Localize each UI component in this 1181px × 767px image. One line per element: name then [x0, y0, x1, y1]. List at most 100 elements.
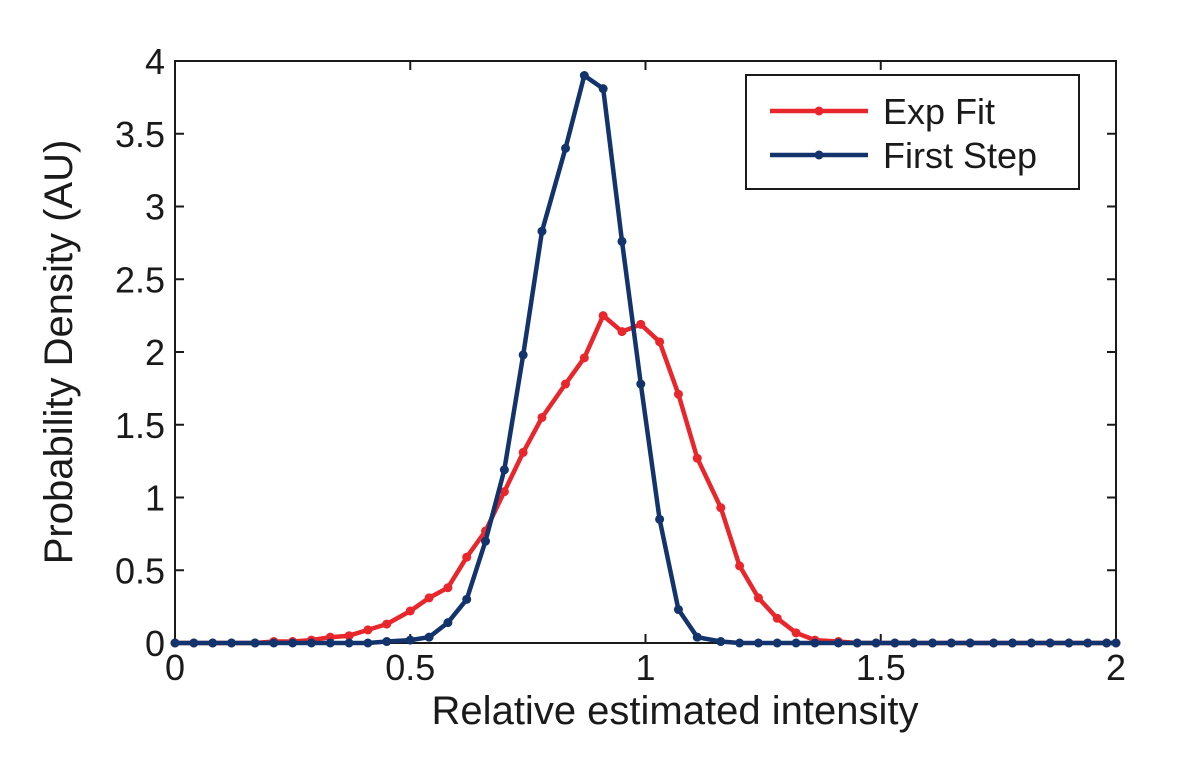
- y-tick-label: 0.5: [115, 550, 165, 591]
- data-point: [909, 638, 919, 648]
- data-point: [405, 606, 415, 616]
- data-point: [617, 236, 627, 246]
- data-point: [928, 638, 938, 648]
- x-tick-label: 1.5: [856, 647, 906, 688]
- y-tick-label: 3: [145, 187, 165, 228]
- data-point: [424, 632, 434, 642]
- y-axis-title: Probability Density (AU): [37, 140, 81, 565]
- data-point: [1083, 638, 1093, 648]
- data-point: [269, 638, 279, 648]
- x-axis-title: Relative estimated intensity: [432, 689, 919, 733]
- data-point: [673, 389, 683, 399]
- x-tick-label: 2: [1106, 647, 1126, 688]
- data-point: [561, 379, 571, 389]
- y-tick-label: 1.5: [115, 405, 165, 446]
- data-point: [579, 353, 589, 363]
- axes: 0 0.5 1 1.5 2 0 0.5 1 1.5 2 2.5 3 3.5 4: [115, 41, 1126, 688]
- data-point: [852, 638, 862, 648]
- data-point: [288, 638, 298, 648]
- data-point: [325, 638, 335, 648]
- data-point: [791, 638, 801, 648]
- data-point: [1026, 638, 1036, 648]
- data-point: [636, 319, 646, 329]
- series-layer: [170, 71, 1121, 648]
- data-point: [810, 638, 820, 648]
- data-point: [735, 561, 745, 571]
- legend-label: First Step: [883, 135, 1037, 176]
- data-point: [716, 503, 726, 513]
- data-point: [537, 412, 547, 422]
- data-point: [344, 638, 354, 648]
- x-tick-label: 0: [165, 647, 185, 688]
- data-point: [598, 84, 608, 94]
- data-point: [791, 628, 801, 638]
- data-point: [1102, 638, 1112, 648]
- data-point: [636, 379, 646, 389]
- data-point: [753, 593, 763, 603]
- data-point: [405, 635, 415, 645]
- data-point: [170, 638, 180, 648]
- data-point: [692, 453, 702, 463]
- data-point: [363, 625, 373, 635]
- data-point: [753, 638, 763, 648]
- data-point: [890, 638, 900, 648]
- data-point: [499, 487, 509, 497]
- y-tick-label: 2.5: [115, 259, 165, 300]
- data-point: [965, 638, 975, 648]
- data-point: [344, 631, 354, 641]
- data-point: [617, 327, 627, 337]
- data-point: [382, 619, 392, 629]
- series-exp-fit: [170, 311, 1121, 648]
- data-point: [462, 594, 472, 604]
- data-point: [443, 583, 453, 593]
- series-line: [175, 313, 1116, 646]
- y-tick-label: 2: [145, 332, 165, 373]
- data-point: [1007, 638, 1017, 648]
- legend-box: [745, 74, 1080, 190]
- y-tick-label: 4: [145, 41, 165, 82]
- data-point: [481, 536, 491, 546]
- data-point: [499, 465, 509, 475]
- data-point: [1111, 638, 1121, 648]
- data-point: [443, 618, 453, 628]
- data-point: [735, 638, 745, 648]
- data-point: [518, 350, 528, 360]
- y-tick-label: 3.5: [115, 114, 165, 155]
- data-point: [598, 311, 608, 321]
- data-point: [561, 143, 571, 153]
- data-point: [946, 638, 956, 648]
- series-first-step: [170, 71, 1121, 648]
- data-point: [382, 637, 392, 647]
- data-point: [692, 632, 702, 642]
- data-point: [518, 447, 528, 457]
- data-point: [655, 337, 665, 347]
- data-point: [673, 605, 683, 615]
- data-point: [537, 226, 547, 236]
- data-point: [989, 638, 999, 648]
- legend-label: Exp Fit: [883, 91, 995, 132]
- data-point: [772, 613, 782, 623]
- y-tick-label: 0: [145, 623, 165, 664]
- y-tick-label: 1: [145, 478, 165, 519]
- x-tick-label: 0.5: [385, 647, 435, 688]
- data-point: [871, 638, 881, 648]
- legend-marker: [814, 150, 824, 160]
- data-point: [226, 638, 236, 648]
- data-point: [1045, 638, 1055, 648]
- data-point: [579, 71, 589, 81]
- data-point: [306, 638, 316, 648]
- data-point: [424, 593, 434, 603]
- x-tick-label: 1: [635, 647, 655, 688]
- data-point: [189, 638, 199, 648]
- data-point: [250, 638, 260, 648]
- data-point: [1064, 638, 1074, 648]
- data-point: [772, 638, 782, 648]
- data-point: [833, 638, 843, 648]
- data-point: [208, 638, 218, 648]
- data-point: [655, 514, 665, 524]
- legend-marker: [814, 106, 824, 116]
- data-point: [363, 638, 373, 648]
- data-point: [716, 637, 726, 647]
